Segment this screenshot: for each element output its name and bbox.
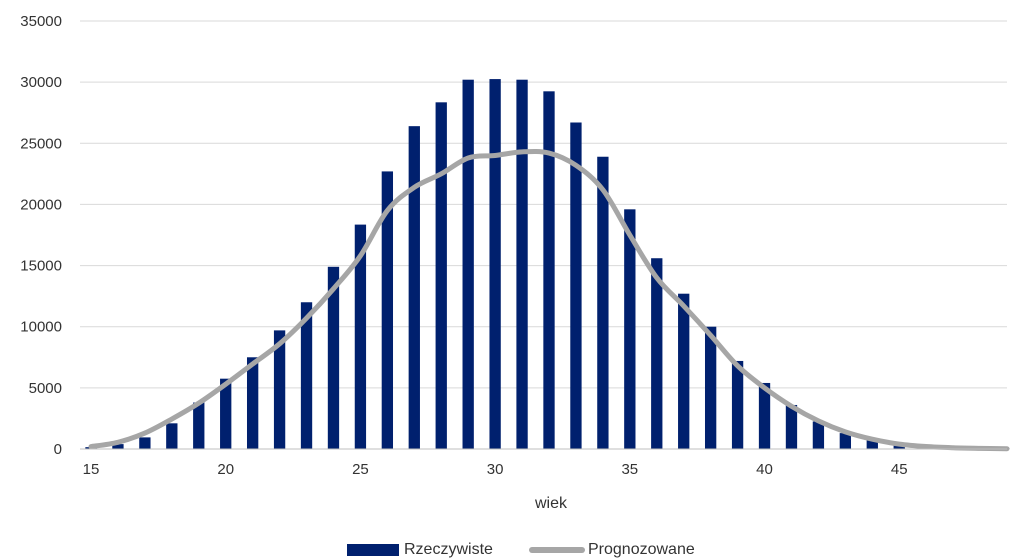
- bar: [597, 156, 609, 450]
- y-tick-label: 30000: [20, 74, 62, 91]
- line-series-prognozowane: [88, 148, 1010, 452]
- bar: [785, 404, 798, 449]
- bar: [462, 79, 474, 449]
- bar: [273, 330, 286, 449]
- bar: [543, 91, 555, 450]
- x-tick-label: 40: [756, 461, 773, 478]
- bar: [193, 402, 205, 449]
- y-axis-ticks: 0 5000 10000 15000 20000 25000 30000 35000: [20, 13, 62, 458]
- legend-label-prognozowane: Prognozowane: [588, 541, 695, 558]
- y-tick-label: 20000: [20, 196, 62, 213]
- x-tick-label: 25: [352, 461, 369, 478]
- bar: [220, 378, 232, 449]
- bar: [704, 326, 717, 449]
- x-tick-label: 45: [891, 461, 908, 478]
- bar: [678, 293, 690, 449]
- legend: Rzeczywiste Prognozowane: [347, 541, 695, 558]
- bar: [893, 444, 905, 449]
- y-tick-label: 0: [54, 441, 62, 458]
- bar: [570, 122, 582, 450]
- bar: [489, 79, 501, 449]
- y-tick-label: 15000: [20, 258, 62, 275]
- legend-swatch-rzeczywiste: [347, 544, 399, 556]
- bar: [812, 421, 825, 449]
- bar: [354, 224, 367, 449]
- bar: [112, 444, 124, 449]
- y-tick-label: 5000: [29, 380, 62, 397]
- bar-series-rzeczywiste: [85, 79, 1010, 450]
- bar: [408, 126, 420, 449]
- legend-label-rzeczywiste: Rzeczywiste: [404, 541, 493, 558]
- x-tick-label: 20: [217, 461, 234, 478]
- x-axis-ticks: 15 20 25 30 35 40 45: [83, 461, 908, 478]
- bar: [381, 171, 394, 449]
- bar: [758, 382, 771, 449]
- bar: [839, 433, 852, 449]
- bar: [166, 423, 178, 449]
- bar: [516, 79, 528, 449]
- bar: [435, 102, 447, 449]
- bar: [651, 258, 663, 449]
- x-tick-label: 15: [83, 461, 100, 478]
- bar: [139, 437, 151, 449]
- x-axis-title: wiek: [534, 495, 568, 512]
- bar: [327, 266, 340, 449]
- bar: [731, 360, 744, 449]
- bar: [300, 302, 313, 449]
- x-tick-label: 35: [621, 461, 638, 478]
- y-tick-label: 35000: [20, 13, 62, 30]
- bar: [866, 440, 878, 449]
- x-tick-label: 30: [487, 461, 504, 478]
- bar: [624, 209, 636, 449]
- y-tick-label: 25000: [20, 135, 62, 152]
- y-tick-label: 10000: [20, 319, 62, 336]
- bar: [246, 357, 259, 449]
